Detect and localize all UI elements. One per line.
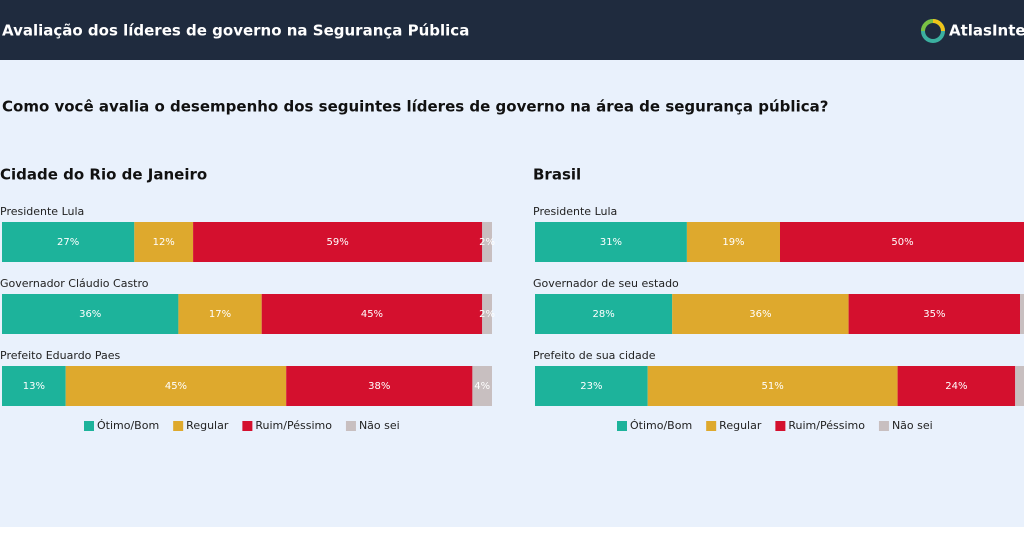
bar-segment [686,222,780,262]
bar-segment [535,366,648,406]
header-bar [0,0,1024,60]
bar-segment [65,366,287,406]
bar-segment [472,366,492,406]
legend-label: Não sei [359,419,400,432]
body-bg [0,60,1024,527]
legend-label: Regular [186,419,229,432]
value-label: 38% [368,381,390,392]
value-label: 2% [479,237,495,248]
value-label: 24% [945,381,967,392]
value-label: 12% [153,237,175,248]
brand-logo [921,19,945,43]
bar-segment [286,366,473,406]
value-label: 35% [923,309,945,320]
value-label: 36% [79,309,101,320]
chart-title: Cidade do Rio de Janeiro [0,166,207,184]
category-label: Prefeito Eduardo Paes [0,349,121,362]
category-label: Governador de seu estado [533,277,679,290]
category-label: Presidente Lula [0,205,84,218]
value-label: 13% [23,381,45,392]
legend-swatch [617,421,627,431]
bar-segment [535,294,673,334]
bar-segment [134,222,194,262]
legend-label: Ótimo/Bom [630,419,692,432]
value-label: 31% [600,237,622,248]
bar-segment [2,222,135,262]
bar-segment [1020,294,1024,334]
category-label: Governador Cláudio Castro [0,277,149,290]
value-label: 45% [165,381,187,392]
legend-swatch [345,421,356,431]
bar-segment [897,366,1016,406]
legend-label: Ótimo/Bom [97,419,159,432]
chart-title: Brasil [533,166,581,184]
header-title: Avaliação dos líderes de governo na Segu… [2,22,469,40]
bar-segment [1015,366,1024,406]
value-label: 17% [209,309,231,320]
bar-segment [2,294,179,334]
bar-segment [535,222,687,262]
value-label: 28% [592,309,614,320]
legend-label: Ruim/Péssimo [255,419,332,432]
value-label: 19% [722,237,744,248]
bar-segment [178,294,262,334]
bar-segment [780,222,1024,262]
value-label: 59% [327,237,349,248]
value-label: 2% [479,309,495,320]
legend-label: Regular [719,419,762,432]
legend-swatch [878,421,889,431]
bar-segment [672,294,849,334]
legend-swatch [706,421,717,431]
legend-swatch [173,421,184,431]
legend-swatch [84,421,94,431]
bar-segment [848,294,1021,334]
bar-segment [647,366,898,406]
bar-segment [482,294,492,334]
category-label: Presidente Lula [533,205,617,218]
value-label: 51% [762,381,784,392]
category-label: Prefeito de sua cidade [533,349,656,362]
legend-swatch [242,421,253,431]
question: Como você avalia o desempenho dos seguin… [2,98,828,116]
value-label: 50% [891,237,913,248]
bar-segment [193,222,483,262]
value-label: 36% [749,309,771,320]
value-label: 27% [57,237,79,248]
bar-segment [482,222,492,262]
value-label: 45% [361,309,383,320]
legend-label: Ruim/Péssimo [788,419,865,432]
legend-swatch [775,421,786,431]
bar-segment [2,366,66,406]
brand: AtlasIntel [949,22,1024,40]
legend-label: Não sei [892,419,933,432]
value-label: 4% [474,381,490,392]
bar-segment [261,294,483,334]
value-label: 23% [580,381,602,392]
